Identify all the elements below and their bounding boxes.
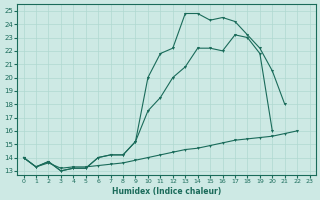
- X-axis label: Humidex (Indice chaleur): Humidex (Indice chaleur): [112, 187, 221, 196]
